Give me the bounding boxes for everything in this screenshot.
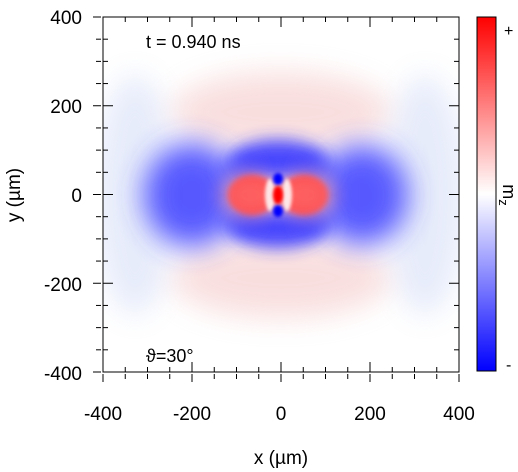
colorbar-title: mz (496, 184, 518, 206)
faint-red-upper (171, 72, 391, 152)
time-annotation: t = 0.940 ns (146, 32, 241, 52)
colorbar-title-sub: z (496, 199, 511, 206)
blue-dot-upper (273, 173, 283, 185)
blue-lobe-left (144, 143, 240, 247)
x-tick-label: 400 (443, 404, 475, 425)
x-tick-label: -200 (173, 404, 211, 425)
colorbar: + - mz (476, 16, 518, 374)
colorbar-max-label: + (504, 23, 513, 40)
axis-ticks (93, 16, 460, 382)
faint-red-lower (171, 238, 391, 318)
red-lobe-right-halo (276, 171, 336, 219)
y-tick-labels: 400 200 0 -200 -400 (44, 8, 82, 385)
y-tick-label: 200 (50, 97, 82, 118)
y-tick-label: 0 (71, 186, 82, 207)
heatmap-field (103, 17, 459, 372)
x-axis-label: x (µm) (254, 448, 308, 469)
x-tick-label: 200 (354, 404, 386, 425)
blue-lobe-right (316, 145, 408, 245)
y-tick-label: -200 (44, 275, 82, 296)
blue-dot-lower (273, 205, 283, 217)
red-lobe-left-halo (220, 171, 280, 219)
white-gap-left (265, 179, 275, 211)
x-tick-labels: -400 -200 0 200 400 (84, 404, 475, 425)
angle-annotation: ϑ=30° (146, 346, 194, 366)
x-tick-label: 0 (276, 404, 287, 425)
white-gap-right (282, 179, 292, 211)
y-axis-label: y (µm) (4, 168, 25, 222)
colorbar-min-label: - (506, 357, 511, 374)
colorbar-title-base: m (499, 184, 518, 199)
colorbar-gradient (476, 16, 497, 372)
y-tick-label: 400 (50, 8, 82, 29)
central-red-core (273, 186, 283, 204)
x-tick-label: -400 (84, 404, 122, 425)
y-tick-label: -400 (44, 364, 82, 385)
faint-blue-left-arc (103, 75, 175, 315)
faint-blue-right-arc (385, 75, 459, 315)
